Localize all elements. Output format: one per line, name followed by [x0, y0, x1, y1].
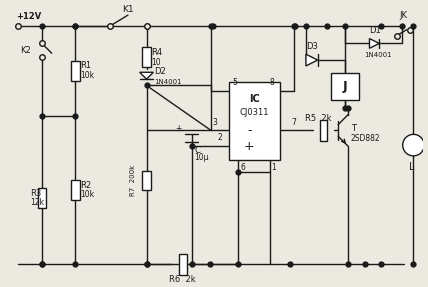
Text: 5: 5: [232, 78, 238, 88]
Text: R7  200k: R7 200k: [130, 165, 136, 196]
Text: 1: 1: [272, 163, 276, 172]
Text: +: +: [175, 124, 182, 133]
Text: 3: 3: [213, 118, 217, 127]
Text: R6  2k: R6 2k: [169, 275, 196, 284]
Text: CJ0311: CJ0311: [239, 108, 269, 117]
Polygon shape: [306, 54, 318, 66]
Text: T: T: [351, 124, 356, 133]
Text: C: C: [194, 146, 200, 154]
Bar: [71, 61, 80, 81]
Text: R3: R3: [30, 189, 42, 197]
Text: D3: D3: [306, 42, 318, 51]
Text: R5  2k: R5 2k: [305, 114, 332, 123]
Bar: [142, 170, 151, 190]
Text: IC: IC: [249, 94, 259, 104]
Bar: [331, 73, 359, 100]
Text: L: L: [409, 162, 414, 172]
Bar: [320, 120, 327, 141]
Bar: [229, 82, 279, 160]
Text: D2: D2: [155, 67, 166, 76]
Bar: [38, 188, 46, 208]
Text: K1: K1: [122, 5, 134, 14]
Text: +12V: +12V: [17, 12, 42, 21]
Bar: [71, 180, 80, 200]
Text: 7: 7: [292, 118, 297, 127]
Text: R1: R1: [80, 61, 91, 70]
Text: 6: 6: [241, 163, 245, 172]
Text: R4: R4: [152, 48, 163, 57]
Text: -: -: [247, 124, 251, 137]
Text: +: +: [244, 139, 255, 153]
Text: 10: 10: [152, 57, 161, 67]
Polygon shape: [140, 72, 153, 79]
Bar: [179, 254, 187, 275]
Bar: [142, 47, 151, 67]
Text: 10µ: 10µ: [194, 153, 209, 162]
Text: 10k: 10k: [80, 191, 94, 199]
Text: 2: 2: [217, 133, 222, 142]
Polygon shape: [369, 38, 379, 48]
Text: 8: 8: [270, 78, 275, 88]
Text: 2SD882: 2SD882: [351, 134, 380, 143]
Text: R2: R2: [80, 181, 91, 190]
Text: J: J: [343, 80, 348, 93]
Text: D1: D1: [369, 26, 381, 35]
Text: 10k: 10k: [80, 71, 94, 80]
Text: 12k: 12k: [30, 198, 44, 207]
Text: K2: K2: [21, 46, 31, 55]
Text: 1N4001: 1N4001: [155, 79, 182, 85]
Text: 1N4001: 1N4001: [365, 52, 392, 58]
Circle shape: [403, 134, 424, 156]
Text: JK: JK: [400, 11, 408, 20]
